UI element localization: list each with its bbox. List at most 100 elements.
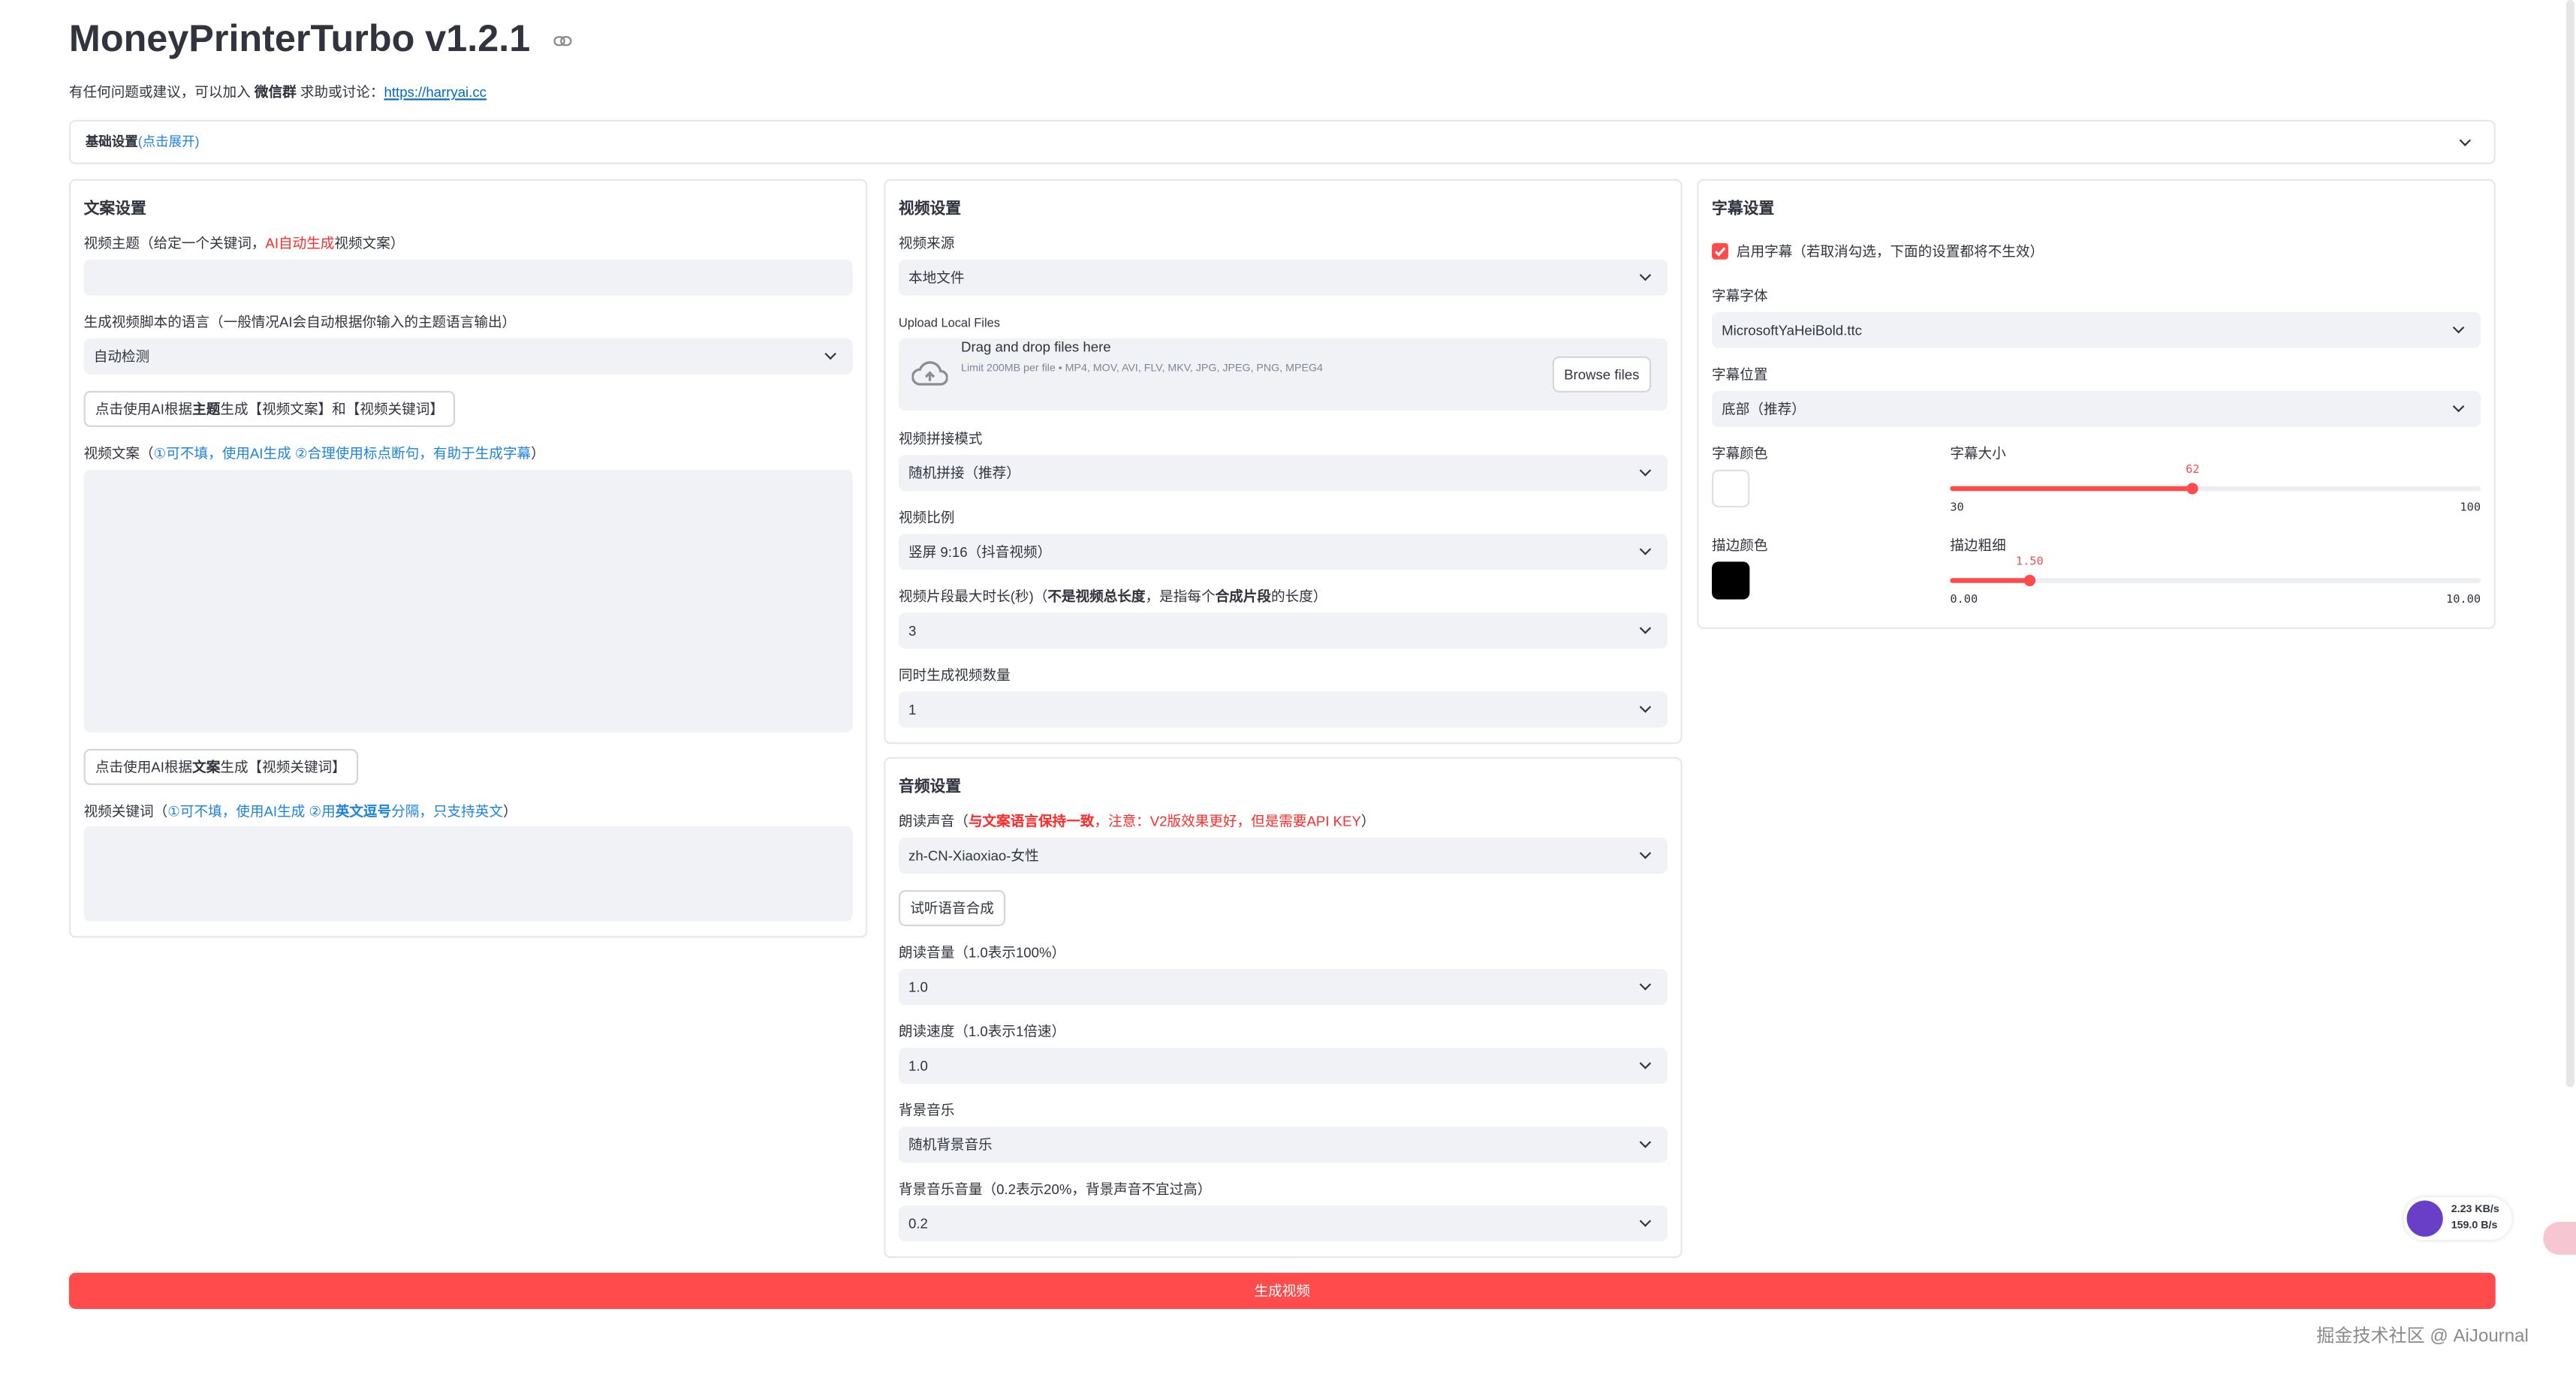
text: ） [1360,813,1375,830]
label: 同时生成视频数量 [898,666,1011,684]
text: 有任何问题或建议，可以加入 [68,83,255,101]
label: 描边粗细 [1950,537,2006,554]
text: 视频片段最大时长(秒)（ [898,588,1048,605]
button[interactable]: 点击使用AI根据文案生成【视频关键词】 [83,748,358,785]
label: 背景音乐 [898,1102,955,1119]
slider-value: 1.50 [2015,555,2044,569]
watermark: 掘金技术社区 @ AiJournal [2316,1327,2529,1347]
label: 启用字幕（若取消勾选，下面的设置都将不生效） [1736,242,2044,260]
textarea[interactable] [83,826,853,922]
panel [1697,179,2496,630]
text-input[interactable] [83,259,853,296]
scrollbar[interactable] [2565,0,2574,1088]
intro: 有任何问题或建议，可以加入 微信群 求助或讨论：https://harryai.… [69,82,487,101]
heading: 文案设置 [83,200,146,219]
select[interactable]: 底部（推荐） [1712,390,2481,427]
text: 2.23 KB/s [2451,1203,2499,1216]
select[interactable]: 1.0 [898,1048,1668,1085]
text: 159.0 B/s [2451,1220,2498,1232]
generate-button[interactable]: 生成视频 [68,1272,2496,1309]
chevron [2454,125,2487,161]
slider[interactable] [1950,482,2481,494]
select[interactable]: 3 [898,612,1668,649]
label: 字幕大小 [1950,444,2006,462]
text: ） [531,444,545,462]
heading: 视频设置 [898,200,962,219]
button[interactable]: 点击使用AI根据主题生成【视频文案】和【视频关键词】 [83,390,456,427]
label: 视频比例 [898,509,955,526]
text: 点击使用AI根据 [95,400,193,417]
text: 微信群 [254,83,297,101]
panel [68,179,868,938]
icon [2406,1200,2443,1237]
button[interactable]: Browse files [1552,356,1651,393]
slider-thumb[interactable] [2023,573,2035,586]
text: 不是视频总长度 [1047,588,1146,605]
text: ，是指每个 [1145,588,1216,605]
text: 朗读声音（ [898,813,969,830]
color-swatch[interactable] [1712,469,1750,508]
select[interactable]: 0.2 [898,1205,1668,1242]
text: 视频主题（给定一个关键词， [83,234,266,251]
color-swatch[interactable] [1712,561,1750,600]
label: 视频来源 [898,234,955,251]
label: 朗读声音（与文案语言保持一致，注意：V2版效果更好，但是需要API KEY） [899,811,1375,831]
slider[interactable] [1950,573,2481,586]
panel [884,179,1683,745]
text: 视频文案） [334,234,405,251]
select[interactable]: 随机背景音乐 [898,1127,1668,1163]
link-icon[interactable] [553,35,572,48]
button[interactable]: 试听语音合成 [898,889,1006,927]
text: 基础设置 [85,134,138,150]
select[interactable]: 竖屏 9:16（抖音视频） [898,534,1668,570]
text: 视频关键词（ [83,803,168,820]
heading: 音频设置 [898,778,962,797]
text: ） [502,803,517,820]
label: 生成视频脚本的语言（一般情况AI会自动根据你输入的主题语言输出） [83,313,517,330]
label: 视频文案（①可不填，使用AI生成 ②合理使用标点断句，有助于生成字幕） [84,444,545,463]
label: Upload Local Files [898,315,1000,330]
select[interactable]: zh-CN-Xiaoxiao-女性 [898,837,1668,874]
slider-thumb[interactable] [2186,482,2199,494]
label: 视频关键词（①可不填，使用AI生成 ②用英文逗号分隔，只支持英文） [84,802,517,821]
select[interactable]: 自动检测 [83,338,853,375]
panel [884,757,1683,1259]
text: (点击展开) [137,134,200,150]
text: 生成【视频关键词】 [220,758,346,775]
text: 生成【视频文案】和【视频关键词】 [220,400,444,417]
select[interactable]: 1 [898,691,1668,728]
select[interactable]: 1.0 [898,969,1668,1006]
checkbox[interactable] [1712,242,1728,260]
expander[interactable]: 基础设置(点击展开) [68,119,2496,164]
text: 与文案语言保持一致 [968,813,1095,830]
label: 视频片段最大时长(秒)（不是视频总长度，是指每个合成片段的长度） [899,586,1327,606]
slider-max: 10.00 [2445,592,2481,606]
upload-icon [911,361,948,386]
text: 主题 [192,400,221,417]
side-button[interactable] [2543,1221,2576,1255]
label: 视频主题（给定一个关键词，AI自动生成视频文案） [84,233,405,253]
label: 字幕位置 [1712,366,1768,383]
heading: 字幕设置 [1712,200,1775,219]
select[interactable]: 本地文件 [898,259,1668,296]
text: ①可不填，使用AI生成 ②合理使用标点断句，有助于生成字幕 [153,444,532,462]
slider-value: 62 [2186,463,2200,477]
slider-fill [1950,577,2030,582]
text: 文案 [192,758,221,775]
text: ，注意：V2版效果更好，但是需要API KEY [1094,813,1361,830]
link[interactable]: https://harryai.cc [384,83,487,101]
label: 视频拼接模式 [898,430,983,447]
textarea[interactable] [83,469,853,733]
label: 描边颜色 [1712,537,1768,554]
slider-min: 30 [1950,501,1964,514]
label: 朗读音量（1.0表示100%） [898,944,1066,961]
dropzone[interactable]: Drag and drop files here Limit 200MB per… [898,338,1668,411]
text: ①可不填，使用AI生成 ②用 [167,803,336,820]
select[interactable]: 随机拼接（推荐） [898,455,1668,492]
text: AI自动生成 [265,234,335,251]
text: 点击使用AI根据 [95,758,193,775]
select[interactable]: MicrosoftYaHeiBold.ttc [1712,311,2481,348]
text: 视频文案（ [83,444,154,462]
